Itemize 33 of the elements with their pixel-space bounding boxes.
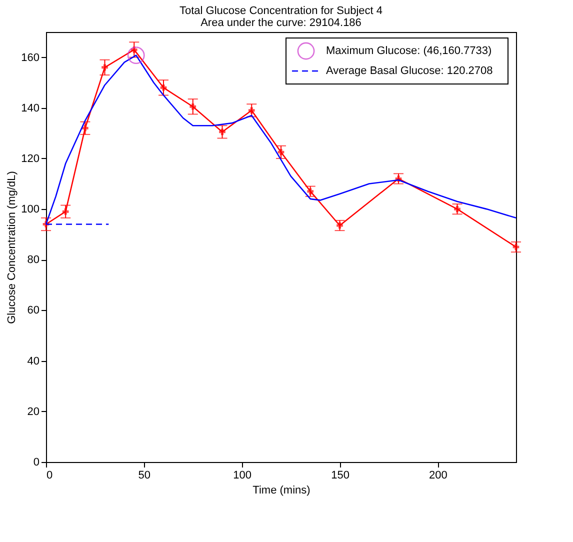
legend-label: Maximum Glucose: (46,160.7733) [326,45,492,57]
y-tick-label: 100 [21,204,40,216]
x-tick-label: 200 [428,470,448,482]
y-tick-label: 20 [27,406,40,418]
point [336,222,343,229]
point [512,244,520,250]
x-tick-label: 150 [331,470,350,482]
point [160,84,167,91]
legend-label: Average Basal Glucose: 120.2708 [326,65,493,77]
x-tick-label: 0 [46,470,53,482]
point [190,103,196,110]
point [82,124,88,132]
y-tick-label: 0 [33,456,40,468]
y-axis-title: Glucose Concentration (mg/dL) [6,171,18,324]
y-tick-label: 120 [21,152,40,165]
point [278,148,284,156]
y-tick-label: 80 [27,254,40,266]
y-tick-label: 160 [21,52,40,64]
y-tick-label: 140 [21,102,40,114]
point [454,206,460,212]
x-axis-title: Time (mins) [252,484,310,496]
point [127,46,145,64]
point [248,107,255,114]
point [102,64,108,71]
x-tick-label: 50 [138,470,151,482]
point [219,128,226,136]
x-tick-label: 100 [233,470,252,482]
point [62,208,69,215]
y-tick-label: 40 [27,355,40,368]
chart-subtitle: Area under the curve: 29104.186 [200,17,362,29]
point [307,188,314,195]
chart-title: Total Glucose Concentration for Subject 4 [179,5,383,17]
y-tick-label: 60 [27,304,40,317]
